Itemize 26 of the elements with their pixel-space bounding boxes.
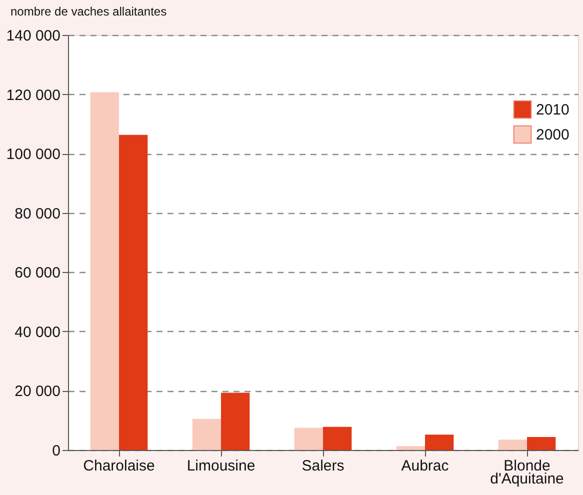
x-tick-label: Aubrac (401, 458, 450, 474)
bar (119, 134, 148, 450)
legend-label: 2010 (536, 102, 570, 118)
bar (221, 392, 250, 450)
bar (425, 434, 454, 450)
y-tick-label: 140 000 (6, 28, 60, 44)
y-tick-label: 80 000 (14, 205, 60, 222)
y-tick-label: 100 000 (6, 146, 60, 164)
y-tick-label: 60 000 (14, 264, 60, 282)
legend-label: 2000 (536, 126, 570, 144)
y-tick-label: 0 (52, 442, 60, 460)
x-tick-label: Blonde d'Aquitaine (490, 458, 564, 488)
bar (323, 426, 352, 450)
bar (294, 428, 323, 450)
bar (192, 418, 221, 450)
y-axis-title: nombre de vaches allaitantes (10, 4, 167, 18)
bar (90, 92, 119, 450)
y-tick-label: 40 000 (14, 324, 60, 341)
bar (396, 446, 425, 450)
y-tick-label: 120 000 (6, 86, 60, 104)
bar (527, 436, 556, 450)
x-tick-label: Charolaise (83, 458, 155, 474)
x-tick-label: Limousine (186, 458, 256, 474)
x-tick-label: Salers (302, 458, 344, 474)
bar (498, 440, 527, 450)
y-tick-label: 20 000 (14, 383, 60, 400)
